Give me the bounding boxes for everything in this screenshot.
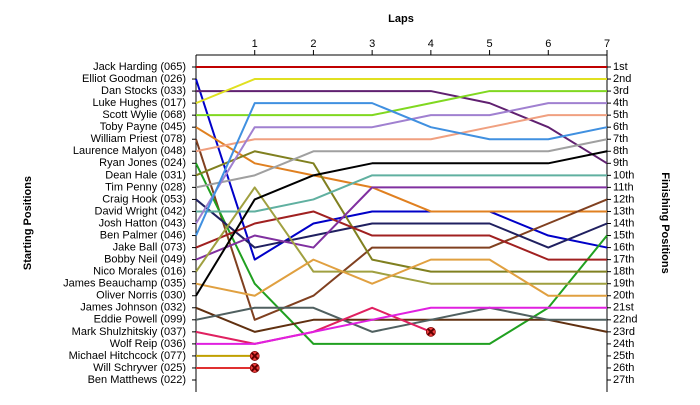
finish-label: 1st [613, 61, 628, 73]
start-label: Ryan Jones (024) [99, 157, 186, 169]
x-tick-label: 1 [252, 38, 258, 50]
driver-line [195, 102, 608, 236]
start-label: Jake Ball (073) [113, 241, 186, 253]
driver-line [195, 78, 607, 105]
driver-line [195, 210, 607, 261]
finish-label: 19th [613, 278, 634, 290]
finish-label: 23rd [613, 326, 635, 338]
start-label: Mark Shulzhitskiy (037) [72, 326, 186, 338]
start-label: Scott Wylie (068) [102, 109, 186, 121]
finish-label: 25th [613, 350, 634, 362]
finish-label: 2nd [613, 73, 631, 85]
finish-label: 21st [613, 302, 634, 314]
start-label: Bobby Neil (049) [104, 254, 186, 266]
finish-label: 13th [613, 205, 634, 217]
start-label: Craig Hook (053) [102, 193, 186, 205]
finish-label: 15th [613, 229, 634, 241]
start-label: Eddie Powell (099) [94, 314, 186, 326]
start-label: James Johnson (032) [80, 302, 186, 314]
finish-label: 10th [613, 169, 634, 181]
x-tick-label: 5 [487, 38, 493, 50]
start-label: Tim Penny (028) [105, 181, 186, 193]
driver-line [195, 258, 607, 297]
driver-line [195, 186, 607, 285]
start-label: James Beauchamp (035) [63, 278, 186, 290]
driver-line [195, 138, 608, 189]
start-label: Nico Morales (016) [93, 266, 186, 278]
start-label: Dan Stocks (033) [101, 85, 186, 97]
finish-label: 12th [613, 193, 634, 205]
finish-label: 4th [613, 97, 628, 109]
start-label: Wolf Reip (036) [110, 338, 186, 350]
finish-label: 17th [613, 254, 634, 266]
driver-line [195, 186, 607, 261]
start-label: Oliver Norris (030) [96, 290, 186, 302]
start-label: David Wright (042) [95, 205, 187, 217]
finish-label: 5th [613, 109, 628, 121]
finish-label: 8th [613, 145, 628, 157]
y-axis-label: Starting Positions [22, 176, 34, 270]
chart-title: Laps [388, 13, 414, 25]
driver-line [195, 150, 607, 273]
start-label: Luke Hughes (017) [92, 97, 186, 109]
retired-marker [427, 328, 435, 336]
finish-label: 18th [613, 266, 634, 278]
driver-line [195, 126, 607, 213]
start-label: Michael Hitchcock (077) [69, 350, 186, 362]
x-tick-label: 4 [428, 38, 434, 50]
driver-line [196, 306, 607, 345]
start-label: Ben Matthews (022) [88, 374, 186, 386]
start-label: Jack Harding (065) [93, 61, 186, 73]
driver-line [195, 306, 607, 333]
finish-label: 22nd [613, 314, 637, 326]
start-label: William Priest (078) [91, 133, 186, 145]
finish-label: 7th [613, 133, 628, 145]
finish-label: 26th [613, 362, 634, 374]
driver-line [195, 78, 608, 261]
x-tick-label: 6 [545, 38, 551, 50]
y2-axis-label: Finishing Positions [659, 172, 671, 273]
driver-line [196, 90, 607, 117]
finish-label: 14th [613, 217, 634, 229]
start-label: Dean Hale (031) [105, 169, 186, 181]
x-tick-label: 2 [310, 38, 316, 50]
finish-label: 6th [613, 121, 628, 133]
driver-line [195, 150, 608, 297]
start-label: Ben Palmer (046) [100, 229, 186, 241]
start-label: Elliot Goodman (026) [82, 73, 186, 85]
driver-line [195, 102, 607, 225]
x-tick-label: 7 [604, 38, 610, 50]
retired-marker [251, 364, 259, 372]
finish-label: 27th [613, 374, 634, 386]
finish-label: 20th [613, 290, 634, 302]
driver-line [195, 162, 608, 345]
start-label: Josh Hatton (043) [99, 217, 186, 229]
driver-line [196, 90, 608, 165]
x-tick-label: 3 [369, 38, 375, 50]
finish-label: 11th [613, 181, 634, 193]
start-label: Laurence Malyon (048) [73, 145, 186, 157]
start-label: Toby Payne (045) [100, 121, 186, 133]
start-label: Will Schryver (025) [93, 362, 186, 374]
finish-label: 24th [613, 338, 634, 350]
driver-line [196, 174, 607, 213]
driver-line [195, 114, 607, 153]
retired-marker [251, 352, 259, 360]
driver-line [195, 138, 608, 321]
finish-label: 3rd [613, 85, 629, 97]
finish-label: 9th [613, 157, 628, 169]
driver-line [195, 198, 608, 249]
finish-label: 16th [613, 241, 634, 253]
